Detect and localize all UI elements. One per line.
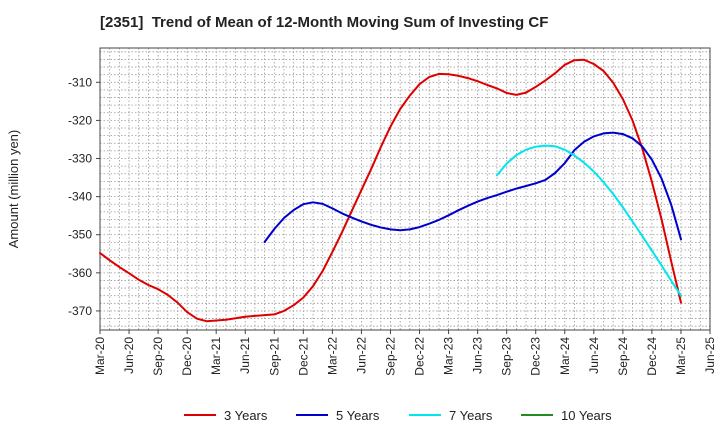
y-tick-label: -340 (68, 190, 92, 204)
series-line-5-years (263, 131, 682, 243)
x-tick-label: Mar-25 (674, 337, 688, 375)
x-tick-label: Dec-22 (413, 337, 427, 376)
chart-title: [2351] Trend of Mean of 12-Month Moving … (100, 14, 549, 31)
legend: 3 Years 5 Years 7 Years 10 Years (184, 408, 612, 423)
y-tick-label: -360 (68, 266, 92, 280)
x-tick-label: Sep-24 (616, 337, 630, 376)
series-line-3-years (99, 58, 682, 323)
x-tick-label: Dec-23 (529, 337, 543, 376)
plot-frame (99, 47, 711, 331)
x-tick-label: Mar-22 (325, 337, 339, 375)
legend-label: 3 Years (224, 408, 268, 423)
legend-label: 7 Years (449, 408, 493, 423)
x-axis: Mar-20 Jun-20 Sep-20 Dec-20 Mar-21 Jun-21 Sep-… (93, 330, 717, 376)
series-line-7-years (496, 144, 682, 297)
y-tick-label: -310 (68, 75, 92, 89)
x-tick-label: Mar-23 (442, 337, 456, 375)
x-tick-label: Mar-24 (558, 337, 572, 375)
x-tick-label: Dec-20 (180, 337, 194, 376)
x-tick-label: Dec-24 (645, 337, 659, 376)
x-tick-label: Jun-21 (238, 337, 252, 374)
x-tick-label: Jun-22 (354, 337, 368, 374)
x-tick-label: Dec-21 (296, 337, 310, 376)
x-tick-label: Mar-21 (209, 337, 223, 375)
x-tick-label: Jun-20 (122, 337, 136, 374)
series-lines (99, 58, 682, 323)
y-tick-label: -350 (68, 228, 92, 242)
legend-label: 5 Years (336, 408, 380, 423)
x-tick-label: Jun-23 (471, 337, 485, 374)
y-axis: -310 -320 -330 -340 -350 -360 -370 (68, 75, 100, 318)
x-tick-label: Sep-21 (267, 337, 281, 376)
y-tick-label: -320 (68, 113, 92, 127)
x-tick-label: Sep-20 (151, 337, 165, 376)
x-tick-label: Sep-23 (500, 337, 514, 376)
x-tick-label: Mar-20 (93, 337, 107, 375)
y-axis-title: Amount (million yen) (6, 130, 21, 249)
y-tick-label: -370 (68, 304, 92, 318)
x-tick-label: Jun-25 (703, 337, 717, 374)
x-tick-label: Sep-22 (383, 337, 397, 376)
x-tick-label: Jun-24 (587, 337, 601, 374)
grid (99, 48, 711, 330)
legend-label: 10 Years (561, 408, 612, 423)
y-tick-label: -330 (68, 152, 92, 166)
